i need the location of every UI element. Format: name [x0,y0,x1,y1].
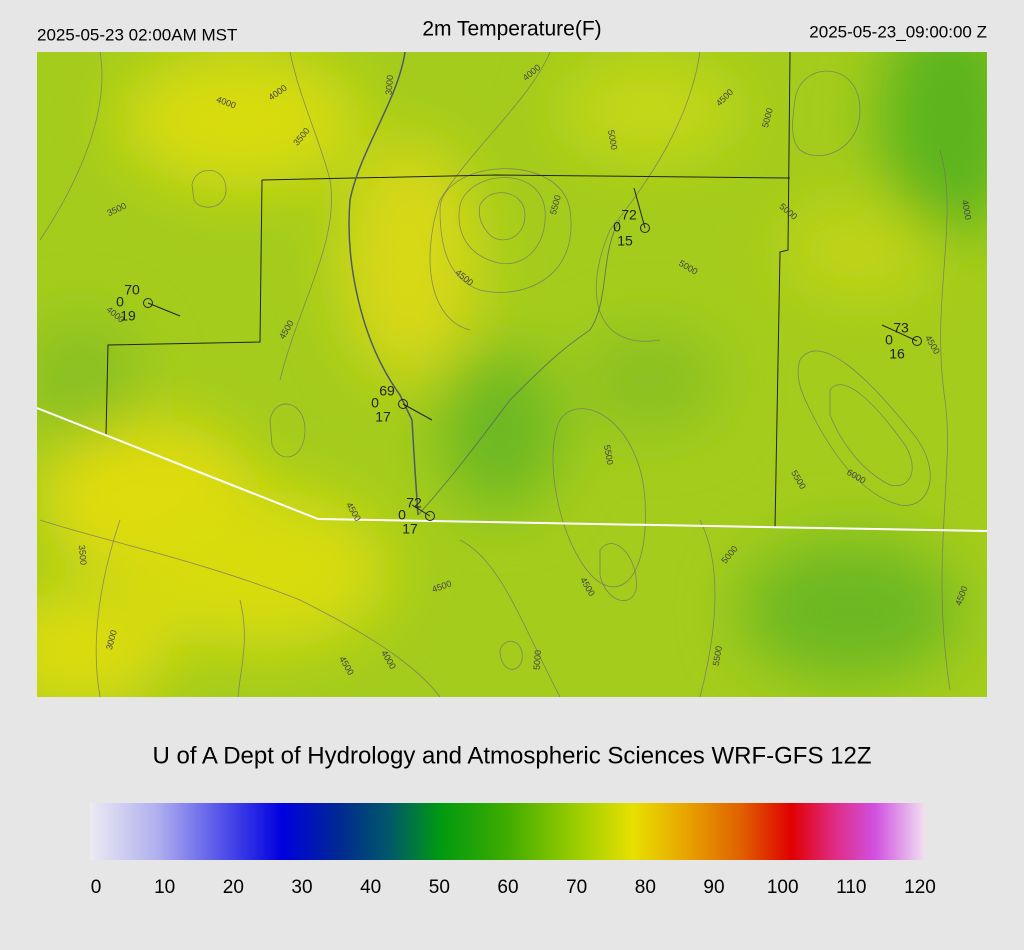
station-value: 0 [116,294,124,310]
colorbar [90,803,925,860]
station-temperature: 72 [621,207,637,223]
colorbar-tick-label: 60 [497,877,518,898]
station-circle [912,336,922,346]
station-temperature: 69 [379,383,395,399]
wind-barb [147,302,181,317]
station-value: 0 [398,507,406,523]
station-value: 19 [120,308,136,324]
colorbar-tick-label: 40 [360,877,381,898]
contours [39,52,951,697]
station-value: 17 [375,409,391,425]
station-value: 15 [617,233,633,249]
temperature-field [37,52,987,697]
station-value: 0 [885,332,893,348]
station-circle [143,298,153,308]
contour-label: 5500 [711,645,724,666]
colorbar-tick-label: 50 [429,877,450,898]
contour-label: 3000 [384,75,396,96]
station-value: 16 [889,346,905,362]
local-time: 2025-05-23 02:00AM MST [37,25,237,44]
river [417,219,621,516]
station-circle [398,399,408,409]
wind-barb [411,504,431,517]
border-line [37,407,987,532]
boundary [105,179,263,436]
colorbar-tick-label: 110 [836,877,866,898]
map-title: 2m Temperature(F) [422,18,601,41]
credit: U of A Dept of Hydrology and Atmospheric… [153,742,872,769]
colorbar-tick-label: 70 [566,877,587,898]
boundary [261,174,791,181]
station-value: 0 [371,395,379,411]
colorbar-tick-label: 10 [154,877,175,898]
colorbar-tick-label: 30 [291,877,312,898]
boundary [774,52,791,529]
wind-barb [881,324,918,342]
colorbar-ticks: 0 10 20 30 40 50 60 70 80 90 100 110 120 [91,877,936,898]
wind-barb [633,187,646,229]
station-value: 0 [613,219,621,235]
colorbar-tick-label: 20 [223,877,244,898]
station-value: 17 [402,521,418,537]
colorbar-tick-label: 90 [703,877,724,898]
station-circle [640,223,650,233]
station-temperature: 70 [124,282,140,298]
colorbar-tick-label: 100 [767,877,799,898]
contour-label: 5000 [532,650,544,671]
station-temperature: 72 [406,495,422,511]
colorbar-tick-label: 80 [635,877,656,898]
station-circle [425,511,435,521]
contour-label: 5000 [606,129,619,150]
river [348,52,419,516]
contour-label: 3500 [77,545,89,566]
contour-label: 4000 [960,199,973,220]
wind-barb [402,403,433,421]
contour-label: 5500 [602,444,615,465]
station-temperature: 73 [893,320,909,336]
colorbar-tick-label: 120 [904,877,936,898]
colorbar-tick-label: 0 [91,877,102,898]
valid-time: 2025-05-23_09:00:00 Z [809,22,987,41]
